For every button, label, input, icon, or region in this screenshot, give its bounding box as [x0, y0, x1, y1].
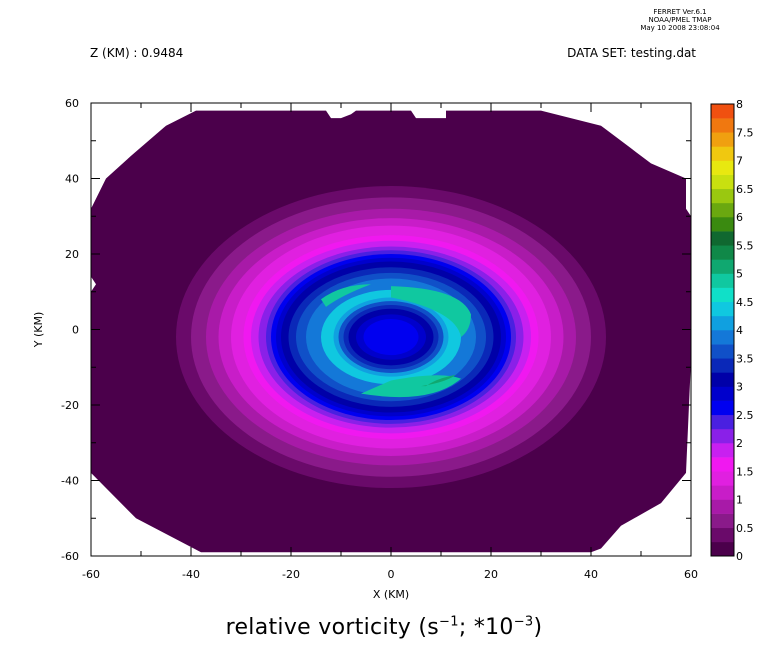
caption-mid: ; *10 — [458, 615, 514, 640]
colorbar-tick-label: 3 — [736, 381, 743, 394]
colorbar-band-7 — [711, 443, 734, 458]
colorbar-band-18 — [711, 287, 734, 303]
colorbar-band-9 — [711, 414, 734, 430]
caption-close: ) — [533, 615, 543, 640]
colorbar-tick-label: 1 — [736, 494, 743, 507]
x-tick-label: 20 — [484, 568, 498, 581]
y-axis-label: Y (KM) — [32, 312, 45, 349]
caption: relative vorticity (s−1; *10−3) — [0, 615, 768, 640]
colorbar-tick-label: 2 — [736, 437, 743, 450]
colorbar-band-4 — [711, 485, 734, 500]
y-tick-label: -60 — [61, 550, 79, 563]
colorbar-tick-label: 7.5 — [736, 126, 754, 139]
plot-area — [91, 110, 691, 553]
y-tick-label: 20 — [65, 248, 79, 261]
colorbar-band-11 — [711, 386, 734, 401]
stamp-line-2: NOAA/PMEL TMAP — [648, 16, 712, 24]
z-level-label: Z (KM) : 0.9484 — [90, 46, 184, 60]
stamp-line-3: May 10 2008 23:08:04 — [640, 24, 720, 32]
colorbar-band-24 — [711, 202, 734, 218]
colorbar-tick-label: 3.5 — [736, 352, 754, 365]
colorbar-tick-label: 6.5 — [736, 183, 754, 196]
colorbar-tick-label: 0 — [736, 550, 743, 563]
colorbar-tick-label: 1.5 — [736, 465, 754, 478]
colorbar-band-29 — [711, 132, 734, 147]
colorbar-band-6 — [711, 457, 734, 472]
x-tick-label: 0 — [388, 568, 395, 581]
colorbar-band-21 — [711, 245, 734, 260]
colorbar-tick-label: 2.5 — [736, 409, 754, 422]
stamp-line-1: FERRET Ver.6.1 — [653, 8, 707, 16]
colorbar-band-2 — [711, 513, 734, 529]
contour-patch-2 — [321, 284, 371, 307]
colorbar-band-20 — [711, 259, 734, 274]
x-axis-label: X (KM) — [373, 588, 409, 601]
y-tick-label: -40 — [61, 475, 79, 488]
colorbar-tick-label: 7 — [736, 155, 743, 168]
x-tick-label: 40 — [584, 568, 598, 581]
colorbar-band-25 — [711, 188, 734, 204]
colorbar-band-8 — [711, 428, 734, 444]
colorbar-band-27 — [711, 160, 734, 175]
colorbar-frame — [710, 103, 735, 557]
contour-fills — [176, 186, 606, 489]
colorbar-band-14 — [711, 344, 734, 359]
colorbar-tick-label: 0.5 — [736, 522, 754, 535]
x-tick-label: -40 — [182, 568, 200, 581]
y-tick-label: 60 — [65, 97, 79, 110]
colorbar-band-19 — [711, 273, 734, 288]
dataset-label: DATA SET: testing.dat — [567, 46, 696, 60]
contour-level-21 — [363, 318, 419, 356]
colorbar-band-30 — [711, 118, 734, 133]
colorbar-band-16 — [711, 315, 734, 331]
colorbar-band-12 — [711, 372, 734, 387]
colorbar-band-28 — [711, 146, 734, 161]
colorbar-band-10 — [711, 400, 734, 416]
caption-text: relative vorticity (s — [225, 615, 440, 640]
x-tick-label: -60 — [82, 568, 100, 581]
colorbar-tick-label: 8 — [736, 98, 743, 111]
colorbar-band-0 — [711, 541, 734, 557]
colorbar: 0 0.5 1 1.5 2 2.5 3 3.5 4 4.5 5 5.5 6 6.5 7 7.5 8 — [710, 98, 754, 563]
x-tick-label: 60 — [684, 568, 698, 581]
colorbar-tick-label: 6 — [736, 211, 743, 224]
colorbar-band-1 — [711, 527, 734, 543]
caption-exp-1: −1 — [439, 614, 459, 630]
caption-exp-2: −3 — [513, 614, 534, 630]
colorbar-band-3 — [711, 499, 734, 514]
colorbar-band-13 — [711, 358, 734, 373]
colorbar-band-26 — [711, 174, 734, 190]
x-tick-label: -20 — [282, 568, 300, 581]
colorbar-tick-label: 4.5 — [736, 296, 754, 309]
colorbar-band-5 — [711, 471, 734, 486]
colorbar-tick-label: 5 — [736, 268, 743, 281]
colorbar-band-17 — [711, 301, 734, 317]
axes: -60 -40 -20 0 20 40 60 -60 -40 -20 0 20 40 60 — [61, 97, 698, 581]
contour-patch-0 — [391, 286, 471, 338]
contour-patch-dark — [421, 374, 456, 387]
y-tick-label: -20 — [61, 399, 79, 412]
colorbar-band-31 — [711, 104, 734, 119]
colorbar-band-15 — [711, 330, 734, 345]
ferret-stamp: FERRET Ver.6.1 NOAA/PMEL TMAP May 10 200… — [600, 8, 760, 32]
colorbar-band-22 — [711, 231, 734, 246]
colorbar-band-23 — [711, 217, 734, 232]
y-tick-label: 40 — [65, 173, 79, 186]
colorbar-tick-label: 4 — [736, 324, 743, 337]
y-tick-label: 0 — [72, 324, 79, 337]
colorbar-tick-label: 5.5 — [736, 239, 754, 252]
